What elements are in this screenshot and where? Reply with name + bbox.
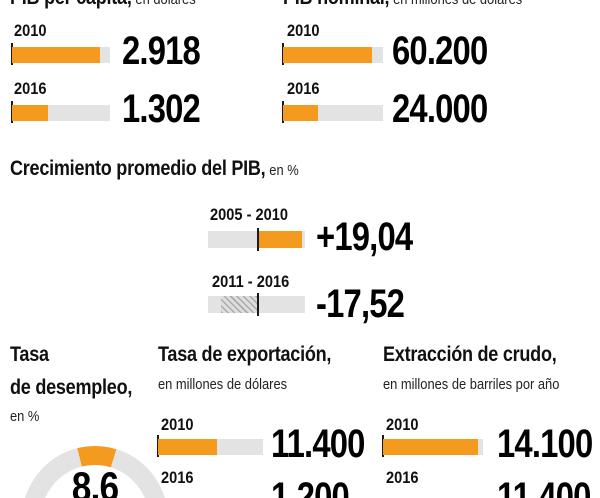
value-label: 11.400 (271, 422, 365, 466)
section-subtitle-text: en millones de barriles por año (383, 376, 560, 393)
section-title-text: Extracción de crudo, (383, 343, 557, 366)
period-label: 2011 - 2016 (212, 272, 290, 291)
value-label: 1.200 (271, 475, 350, 498)
bar-fill-negative-hatched (221, 296, 258, 313)
period-label: 2005 - 2010 (210, 205, 289, 224)
value-label: 24.000 (392, 87, 488, 131)
section-title-text: PIB per cápita, (10, 0, 132, 9)
diverging-bar-track (208, 228, 305, 251)
section-title: PIB per cápita, en dólares (10, 0, 196, 10)
value-label: 11.400 (497, 475, 591, 498)
value-label: 60.200 (392, 29, 488, 73)
bar-fill (12, 105, 49, 121)
year-label: 2010 (161, 415, 194, 434)
bar-track (283, 47, 383, 63)
zero-axis-tick (257, 293, 259, 316)
section-title-text: Tasa de exportación, (158, 343, 332, 366)
bar-track (283, 105, 383, 121)
bar-track (12, 47, 110, 63)
year-label: 2010 (287, 21, 320, 40)
bar-track (158, 439, 263, 455)
bar-fill-positive (257, 231, 302, 248)
section-subtitle-text: en % (10, 408, 40, 425)
value-label: 1.302 (122, 87, 201, 131)
section-title-text: PIB nominal, (283, 0, 390, 9)
value-label: 14.100 (497, 422, 593, 466)
value-label: -17,52 (316, 282, 405, 326)
zero-axis-tick (257, 228, 259, 251)
value-label: 2.918 (122, 29, 201, 73)
section-title-line1: Tasa (10, 343, 49, 366)
section-subtitle-text: en millones de dólares (158, 376, 288, 393)
bar-fill (12, 47, 101, 63)
year-label: 2010 (386, 415, 419, 434)
section-subtitle-text: en millones de dólares (393, 0, 522, 8)
bar-track (383, 439, 483, 455)
bar-fill (283, 47, 372, 63)
diverging-bar-track (208, 293, 305, 316)
value-label: +19,04 (316, 215, 413, 259)
section-title: Crecimiento promedio del PIB, en % (10, 157, 299, 181)
section-subtitle-text: en dólares (135, 0, 195, 8)
bar-track (12, 105, 110, 121)
donut-value-label: 8,6 (71, 463, 119, 498)
bar-fill (383, 439, 478, 455)
bar-fill (283, 105, 318, 121)
section-title: PIB nominal, en millones de dólares (283, 0, 522, 10)
year-label: 2010 (14, 21, 47, 40)
year-label: 2016 (386, 468, 419, 487)
year-label: 2016 (287, 79, 320, 98)
year-label: 2016 (14, 79, 47, 98)
section-title-text: Crecimiento promedio del PIB, (10, 157, 266, 180)
section-subtitle-text: en % (269, 162, 299, 179)
bar-fill (158, 439, 217, 455)
year-label: 2016 (161, 468, 194, 487)
section-title-line2: de desempleo, (10, 376, 133, 399)
